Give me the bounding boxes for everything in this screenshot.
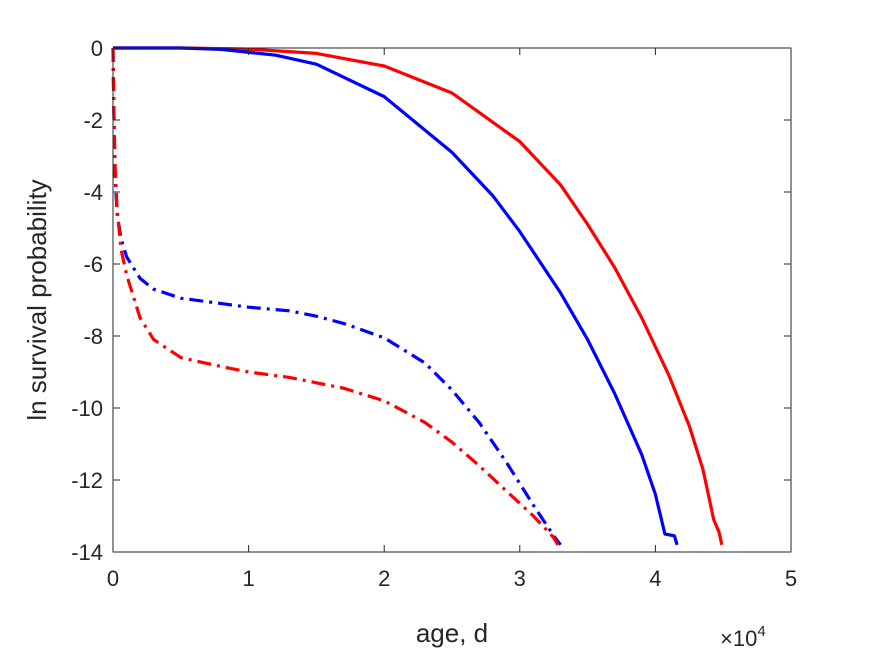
x-tick-label: 1 (242, 566, 254, 591)
plot-area (113, 48, 791, 552)
x-tick-label: 4 (649, 566, 661, 591)
y-axis-ticks: 0 -2 -4 -6 -8 -10 -12 -14 (71, 36, 791, 565)
y-tick-label: -2 (83, 108, 103, 133)
x-tick-label: 2 (378, 566, 390, 591)
y-tick-label: -10 (71, 396, 103, 421)
x-tick-label: 0 (107, 566, 119, 591)
y-tick-label: -6 (83, 252, 103, 277)
x-axis-label: age, d (416, 618, 488, 648)
x-tick-label: 5 (785, 566, 797, 591)
series-layer (111, 46, 724, 546)
x-axis-exponent-power: 4 (757, 623, 765, 640)
x-axis-exponent: ×104 (720, 623, 766, 651)
y-tick-label: 0 (91, 36, 103, 61)
y-tick-label: -14 (71, 540, 103, 565)
y-tick-label: -8 (83, 324, 103, 349)
series-line-4 (111, 47, 560, 546)
series-line-1 (113, 46, 724, 546)
y-tick-label: -4 (83, 180, 103, 205)
axes-box (112, 47, 792, 553)
series-line-2 (113, 46, 679, 546)
y-tick-label: -12 (71, 468, 103, 493)
y-axis-label: ln survival probability (22, 179, 52, 420)
x-axis-ticks: 0 1 2 3 4 5 (107, 48, 797, 591)
x-tick-label: 3 (514, 566, 526, 591)
x-axis-exponent-base: ×10 (720, 626, 757, 651)
